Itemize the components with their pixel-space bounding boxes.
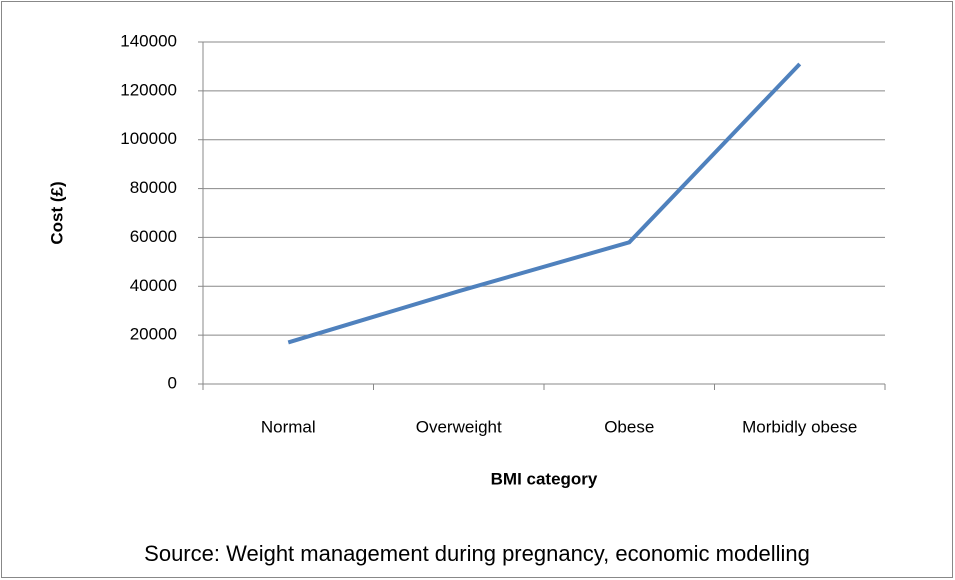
y-tick-label: 60000 [130, 227, 177, 246]
x-tick-label: Normal [261, 417, 316, 436]
x-tick-label: Morbidly obese [742, 417, 857, 436]
y-tick-label: 100000 [120, 129, 177, 148]
y-axis-title: Cost (£) [47, 181, 66, 244]
data-line [287, 62, 802, 345]
y-tick-label: 120000 [120, 80, 177, 99]
x-tick-label: Overweight [416, 417, 502, 436]
source-note: Source: Weight management during pregnan… [144, 541, 810, 566]
x-tick-label: Obese [604, 417, 654, 436]
y-tick-label: 80000 [130, 178, 177, 197]
y-tick-label: 40000 [130, 276, 177, 295]
y-tick-label: 20000 [130, 325, 177, 344]
y-tick-label: 0 [168, 373, 177, 392]
y-tick-label: 140000 [120, 31, 177, 50]
x-axis-title: BMI category [491, 469, 598, 488]
